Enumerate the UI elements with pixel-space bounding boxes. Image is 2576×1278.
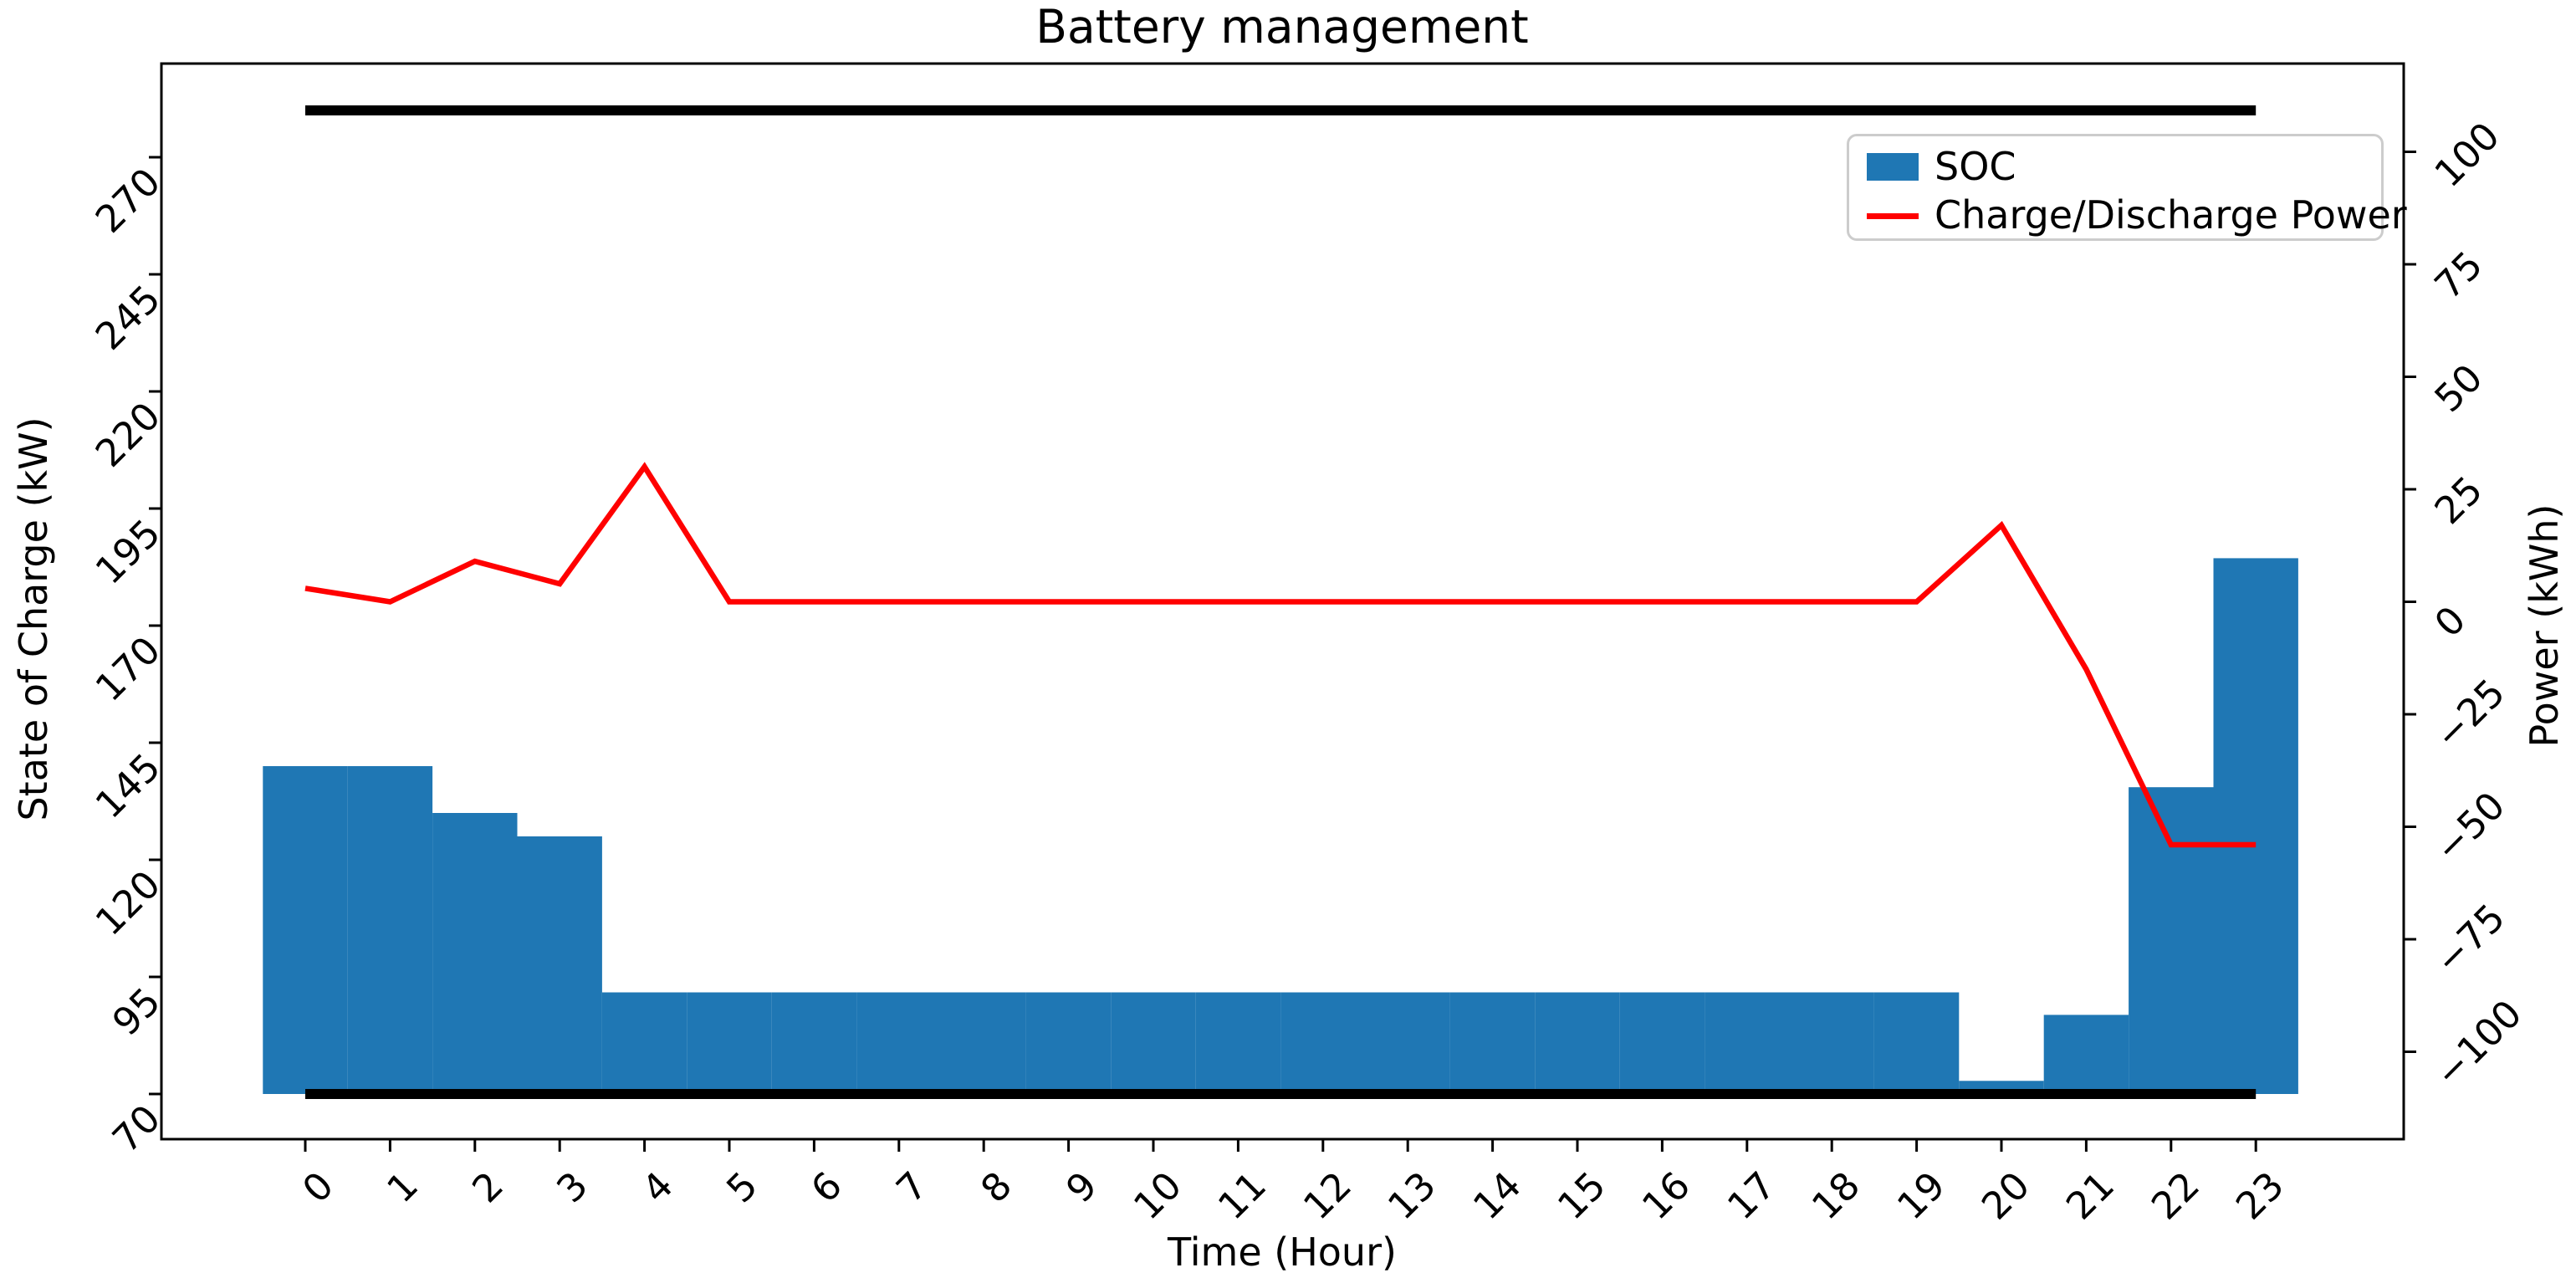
soc-bar-hour-23	[2213, 558, 2298, 1094]
soc-bar-hour-9	[1025, 992, 1112, 1094]
soc-bar-hour-7	[856, 992, 942, 1094]
soc-bar-hour-19	[1873, 992, 1960, 1094]
legend-box: SOC Charge/Discharge Power	[1847, 134, 2407, 241]
y-left-axis-label: State of Charge (kW)	[11, 417, 56, 821]
soc-bar-hour-15	[1535, 992, 1620, 1094]
power-line	[304, 462, 2257, 848]
soc-bar-hour-8	[941, 992, 1026, 1094]
soc-bar-hour-3	[517, 836, 602, 1094]
soc-bar-hour-4	[601, 992, 687, 1094]
soc-bar-hour-12	[1280, 992, 1366, 1094]
chart-title: Battery management	[1035, 0, 1529, 54]
legend-label-soc: SOC	[1935, 144, 2016, 189]
soc-bar-hour-14	[1449, 992, 1536, 1094]
soc-bar-hour-11	[1195, 992, 1281, 1094]
soc-bar-hour-17	[1705, 992, 1790, 1094]
power-line-swatch	[1867, 213, 1919, 219]
soc-bar-hour-22	[2129, 787, 2214, 1094]
y-right-axis-label: Power (kWh)	[2522, 504, 2567, 748]
legend-label-power: Charge/Discharge Power	[1935, 192, 2407, 238]
x-axis-label: Time (Hour)	[1168, 1229, 1397, 1275]
soc-bar-hour-18	[1789, 992, 1874, 1094]
soc-bar-hour-16	[1619, 992, 1705, 1094]
soc-bar-hour-13	[1365, 992, 1450, 1094]
soc-bar-hour-21	[2043, 1015, 2129, 1094]
legend-item-soc: SOC	[1849, 143, 2381, 190]
soc-bar-hour-10	[1111, 992, 1196, 1094]
soc-bar-hour-6	[771, 992, 857, 1094]
soc-bar-hour-2	[432, 813, 518, 1094]
soc-bar-hour-5	[687, 992, 772, 1094]
soc-bar-hour-0	[263, 766, 348, 1094]
soc-bar-swatch	[1867, 153, 1919, 181]
soc-bar-hour-1	[347, 766, 433, 1094]
legend-item-power: Charge/Discharge Power	[1849, 192, 2407, 238]
